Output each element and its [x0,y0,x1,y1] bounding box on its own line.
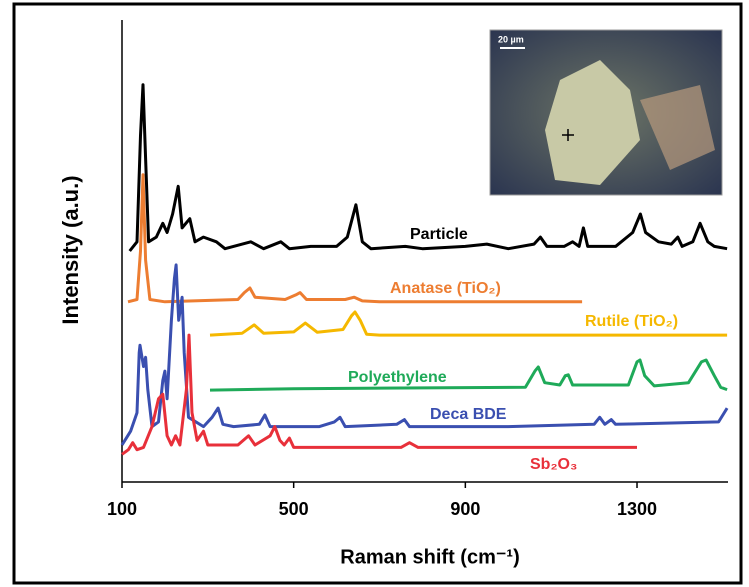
x-tick-label: 900 [450,499,480,519]
spectrum-line [210,360,727,390]
x-tick-label: 100 [107,499,137,519]
series-label: Polyethylene [348,369,447,386]
x-tick-label: 1300 [617,499,657,519]
scale-label: 20 µm [498,34,524,44]
inset-photo: 20 µm [490,30,722,195]
y-axis-label: Intensity (a.u.) [58,175,83,324]
chart: 20 µm Intensity (a.u.) Raman shift (cm⁻¹… [0,0,749,587]
series-label: Deca BDE [430,406,507,423]
series-label: Particle [410,226,468,243]
series-label: Sb₂O₃ [530,456,577,473]
page: 20 µm Intensity (a.u.) Raman shift (cm⁻¹… [0,0,749,587]
spectrum-line [122,335,637,454]
series-label: Rutile (TiO₂) [585,313,678,330]
x-tick-label: 500 [279,499,309,519]
x-axis-label: Raman shift (cm⁻¹) [340,546,519,568]
series-label: Anatase (TiO₂) [390,280,501,297]
